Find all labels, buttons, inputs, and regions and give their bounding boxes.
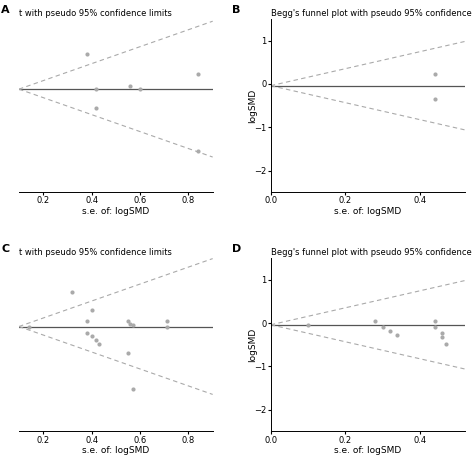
Y-axis label: logSMD: logSMD bbox=[248, 89, 257, 123]
X-axis label: s.e. of: logSMD: s.e. of: logSMD bbox=[334, 446, 401, 455]
X-axis label: s.e. of: logSMD: s.e. of: logSMD bbox=[82, 207, 149, 216]
X-axis label: s.e. of: logSMD: s.e. of: logSMD bbox=[334, 207, 401, 216]
Text: t with pseudo 95% confidence limits: t with pseudo 95% confidence limits bbox=[19, 248, 172, 257]
Text: t with pseudo 95% confidence limits: t with pseudo 95% confidence limits bbox=[19, 9, 172, 18]
Text: A: A bbox=[0, 5, 9, 15]
X-axis label: s.e. of: logSMD: s.e. of: logSMD bbox=[82, 446, 149, 455]
Text: Begg's funnel plot with pseudo 95% confidence limits: Begg's funnel plot with pseudo 95% confi… bbox=[271, 248, 474, 257]
Text: Begg's funnel plot with pseudo 95% confidence limits: Begg's funnel plot with pseudo 95% confi… bbox=[271, 9, 474, 18]
Text: C: C bbox=[1, 244, 9, 254]
Text: B: B bbox=[232, 5, 240, 15]
Y-axis label: logSMD: logSMD bbox=[248, 328, 257, 362]
Text: D: D bbox=[232, 244, 241, 254]
